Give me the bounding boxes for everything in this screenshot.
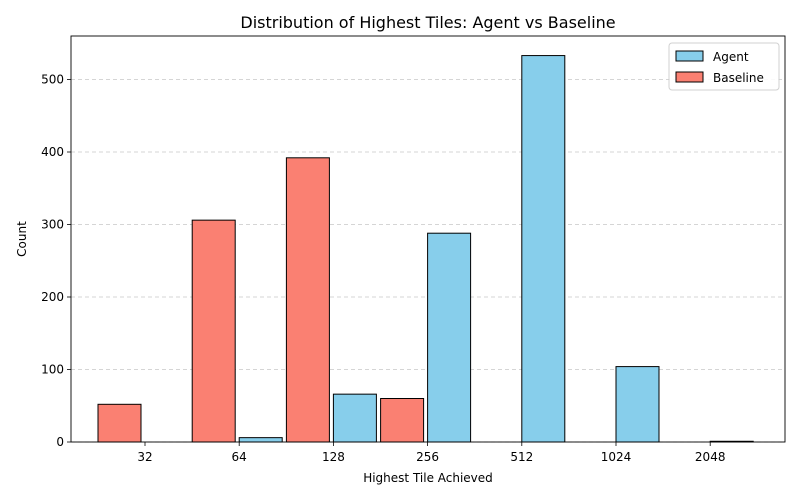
x-tick-label: 32	[137, 450, 152, 464]
bar-baseline-128	[285, 157, 330, 443]
y-axis-ticks: 0 100 200 300 400 500	[41, 73, 71, 449]
bar-baseline-32	[97, 403, 142, 443]
y-axis-label: Count	[15, 221, 29, 257]
y-tick-label: 300	[41, 218, 64, 232]
x-tick-label: 2048	[695, 450, 726, 464]
legend: Agent Baseline	[668, 42, 780, 91]
y-tick-label: 100	[41, 363, 64, 377]
legend-swatch-baseline	[675, 71, 704, 83]
x-tick-label: 1024	[601, 450, 632, 464]
bar-agent-256	[427, 232, 472, 443]
bars	[97, 55, 754, 443]
x-axis-label: Highest Tile Achieved	[363, 471, 493, 485]
y-tick-label: 400	[41, 145, 64, 159]
x-tick-label: 128	[322, 450, 345, 464]
legend-label-agent: Agent	[713, 50, 749, 64]
x-tick-label: 512	[510, 450, 533, 464]
y-tick-label: 0	[56, 435, 64, 449]
y-tick-label: 200	[41, 290, 64, 304]
legend-label-baseline: Baseline	[713, 71, 764, 85]
legend-swatch-agent	[675, 50, 704, 62]
bar-agent-512	[521, 55, 566, 443]
chart-title: Distribution of Highest Tiles: Agent vs …	[240, 13, 615, 32]
bar-baseline-256	[380, 398, 425, 443]
y-tick-label: 500	[41, 73, 64, 87]
bar-agent-128	[332, 393, 377, 443]
bar-baseline-64	[191, 219, 236, 443]
x-tick-label: 64	[232, 450, 247, 464]
bar-agent-64	[238, 437, 283, 443]
bar-agent-1024	[615, 366, 660, 443]
x-axis-ticks: 32 64 128 256 512 1024 2048	[137, 442, 725, 464]
x-tick-label: 256	[416, 450, 439, 464]
